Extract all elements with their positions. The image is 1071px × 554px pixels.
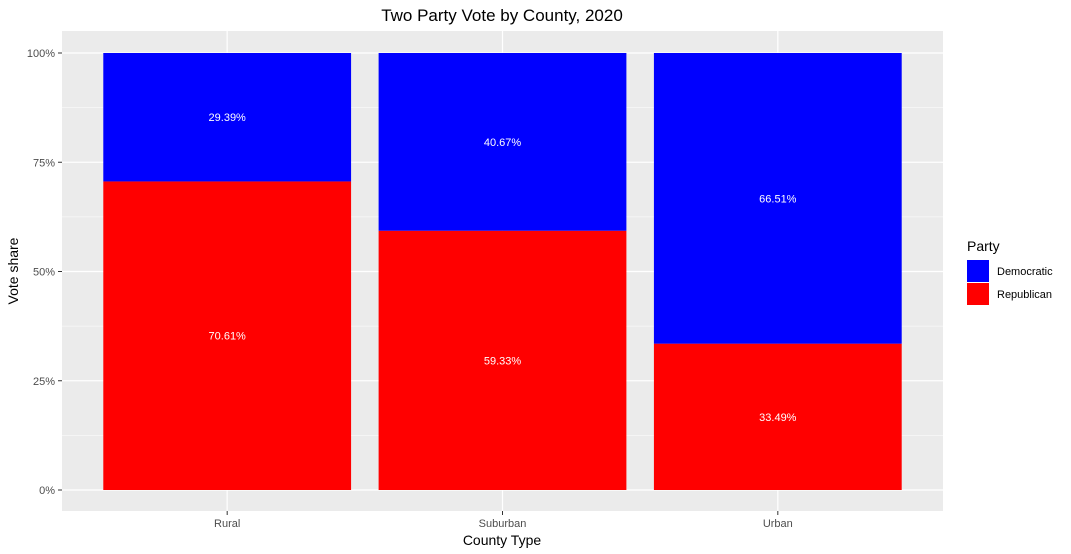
x-tick-label: Suburban (479, 518, 527, 530)
bar-label-republican-urban: 33.49% (759, 412, 797, 424)
bar-label-democratic-suburban: 40.67% (484, 137, 522, 149)
bar-democratic-rural (103, 53, 352, 182)
bar-republican-urban (653, 343, 902, 490)
bar-label-democratic-urban: 66.51% (759, 193, 797, 205)
bar-label-democratic-rural: 29.39% (209, 112, 247, 124)
x-axis: Rural Suburban Urban (214, 511, 793, 530)
y-axis-title: Vote share (5, 237, 21, 304)
legend-title: Party (967, 238, 1000, 254)
bar-republican-rural (103, 181, 352, 490)
bars (103, 53, 902, 490)
x-axis-title: County Type (463, 532, 542, 548)
y-tick-label: 100% (27, 48, 55, 60)
y-axis: 0% 25% 50% 75% 100% (27, 48, 62, 497)
y-tick-label: 50% (33, 267, 55, 279)
bar-labels: 70.61% 29.39% 59.33% 40.67% 33.49% 66.51% (209, 112, 797, 424)
y-tick-label: 0% (39, 485, 55, 497)
bar-label-republican-rural: 70.61% (209, 331, 247, 343)
legend-key-republican (967, 283, 989, 305)
legend-label-republican: Republican (997, 289, 1052, 301)
legend-label-democratic: Democratic (997, 266, 1053, 278)
chart-title: Two Party Vote by County, 2020 (381, 6, 623, 25)
bar-democratic-urban (653, 53, 902, 344)
legend: Party Democratic Republican (967, 238, 1053, 305)
legend-key-democratic (967, 260, 989, 282)
x-tick-label: Rural (214, 518, 240, 530)
bar-label-republican-suburban: 59.33% (484, 355, 522, 367)
bar-democratic-suburban (378, 53, 627, 231)
x-tick-label: Urban (763, 518, 793, 530)
y-tick-label: 75% (33, 157, 55, 169)
bar-republican-suburban (378, 230, 627, 490)
y-tick-label: 25% (33, 376, 55, 388)
